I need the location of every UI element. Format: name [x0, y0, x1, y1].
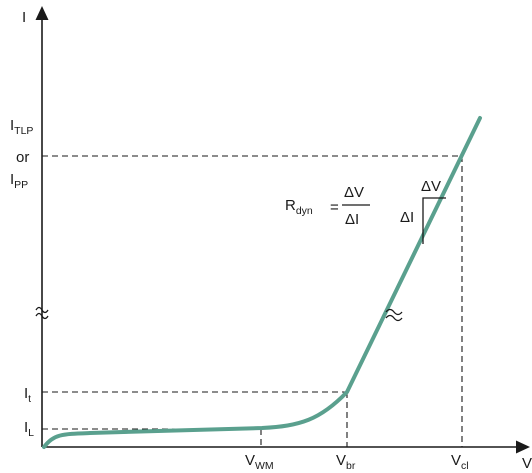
formula-numerator: ΔV [344, 184, 364, 201]
y-tick-or: or [16, 149, 29, 166]
y-axis-break [35, 306, 49, 320]
rdyn-formula: Rdyn = ΔV ΔI [285, 184, 370, 228]
slope-dv-label: ΔV [421, 178, 441, 195]
y-tick-labels: ITLP or IPP It IL [10, 117, 34, 439]
x-tick-vwm: VWM [245, 452, 274, 472]
x-tick-vcl: Vcl [451, 452, 469, 472]
formula-lhs: Rdyn [285, 197, 313, 217]
slope-triangle: ΔV ΔI [400, 178, 446, 244]
x-axis-arrowhead [516, 440, 530, 454]
axes [35, 6, 530, 454]
y-axis-label: I [22, 9, 26, 26]
curve-break [385, 308, 403, 322]
formula-equals: = [330, 199, 339, 216]
iv-curve [42, 116, 482, 449]
formula-denominator: ΔI [345, 211, 359, 228]
y-tick-itlp: ITLP [10, 117, 33, 137]
x-axis-label: V [522, 455, 532, 472]
slope-di-label: ΔI [400, 209, 414, 226]
x-tick-vbr: Vbr [336, 452, 356, 472]
guide-lines [42, 155, 463, 447]
y-axis-arrowhead [35, 6, 49, 20]
x-tick-labels: VWM Vbr Vcl [245, 452, 469, 472]
slope-triangle-legs [422, 197, 446, 244]
y-tick-ipp: IPP [10, 171, 28, 191]
y-tick-il: IL [24, 419, 34, 439]
y-tick-it: It [24, 385, 31, 405]
